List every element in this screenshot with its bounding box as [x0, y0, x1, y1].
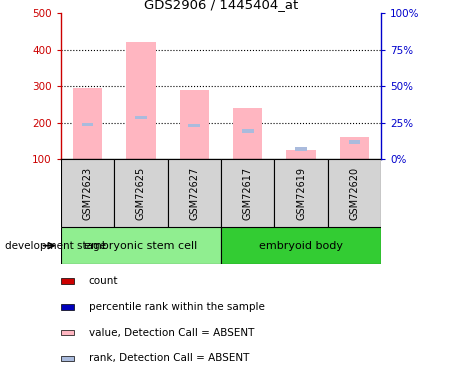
Bar	[328, 159, 381, 227]
Bar	[221, 227, 381, 264]
Title: GDS2906 / 1445404_at: GDS2906 / 1445404_at	[144, 0, 298, 10]
Text: embryoid body: embryoid body	[259, 241, 343, 250]
Text: development stage: development stage	[5, 241, 106, 250]
Bar	[73, 88, 102, 159]
Bar	[61, 278, 74, 284]
Bar	[168, 159, 221, 227]
Bar	[126, 42, 156, 159]
Text: GSM72620: GSM72620	[350, 166, 359, 220]
Bar	[82, 123, 93, 126]
Bar	[286, 159, 316, 160]
Bar	[295, 147, 307, 151]
Bar	[61, 356, 74, 361]
Text: count: count	[89, 276, 118, 286]
Bar	[233, 159, 262, 160]
Text: percentile rank within the sample: percentile rank within the sample	[89, 302, 265, 312]
Text: GSM72627: GSM72627	[189, 166, 199, 220]
Bar	[340, 138, 369, 159]
Bar	[135, 116, 147, 119]
Bar	[73, 159, 102, 160]
Text: rank, Detection Call = ABSENT: rank, Detection Call = ABSENT	[89, 353, 249, 363]
Bar	[274, 159, 328, 227]
Bar	[233, 108, 262, 159]
Text: value, Detection Call = ABSENT: value, Detection Call = ABSENT	[89, 328, 254, 338]
Bar	[242, 129, 253, 133]
Text: GSM72617: GSM72617	[243, 166, 253, 220]
Text: GSM72625: GSM72625	[136, 166, 146, 220]
Bar	[286, 150, 316, 159]
Bar	[221, 159, 274, 227]
Bar	[349, 140, 360, 144]
Bar	[61, 304, 74, 310]
Bar	[114, 159, 168, 227]
Bar	[179, 159, 209, 160]
Bar	[61, 227, 221, 264]
Bar	[189, 123, 200, 127]
Bar	[61, 159, 114, 227]
Text: GSM72623: GSM72623	[83, 166, 92, 220]
Text: GSM72619: GSM72619	[296, 166, 306, 220]
Bar	[61, 330, 74, 335]
Bar	[179, 90, 209, 159]
Text: embryonic stem cell: embryonic stem cell	[84, 241, 198, 250]
Bar	[340, 159, 369, 160]
Bar	[126, 159, 156, 160]
